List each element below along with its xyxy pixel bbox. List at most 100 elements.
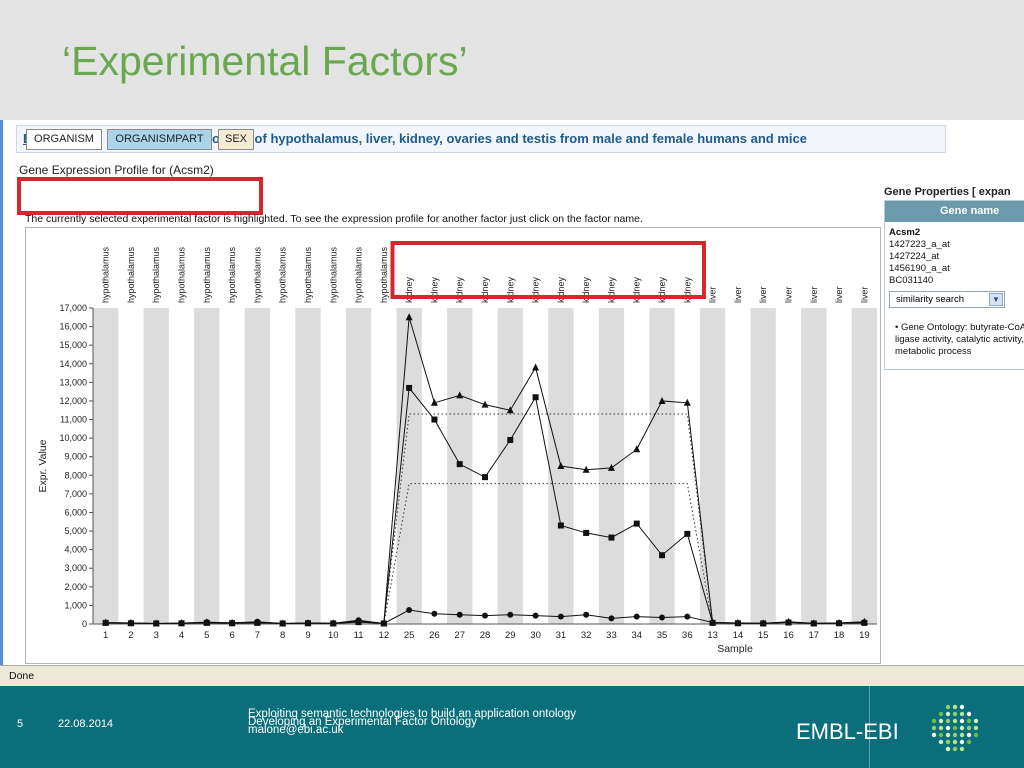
data-point [583,611,590,618]
sample-group-label: liver [809,286,819,303]
sample-band [522,308,549,624]
expression-chart-frame: 0 1,000 2,000 3,000 4,000 5,000 6,000 7,000 8,00… [25,227,881,664]
chevron-down-icon[interactable]: ▼ [989,293,1003,306]
data-point [608,534,615,541]
logo-dot [952,711,958,717]
data-point [583,529,590,536]
x-tick-label: 12 [379,630,390,641]
sample-band [371,308,397,624]
slide-title-band: ‘Experimental Factors’ [0,0,1024,120]
gene-properties-title: Gene Properties [ expan [884,186,1011,198]
gene-ontology-item: • Gene Ontology: butyrate-CoA ligase act… [895,322,1024,357]
y-tick-label: 11,000 [60,415,87,425]
sample-group-label: kidney [480,276,490,303]
sample-group-label: liver [783,286,793,303]
logo-dot [966,711,972,717]
data-point [380,620,387,627]
probe-id: 1427223_a_at [889,239,950,250]
sample-band [725,308,751,624]
factor-button-sex[interactable]: SEX [218,129,254,150]
factor-button-organismpart[interactable]: ORGANISMPART [107,129,212,150]
x-tick-label: 35 [657,630,668,641]
logo-dot [938,725,944,731]
sample-group-label: liver [733,286,743,303]
data-point [532,612,539,619]
data-point [659,614,666,621]
similarity-search-select[interactable]: similarity search ▼ [889,291,1005,308]
sample-group-label: hypothalamus [379,246,389,303]
data-point [659,552,666,559]
logo-dot [931,718,937,724]
sample-group-label: hypothalamus [202,246,212,303]
data-point [582,465,590,473]
y-tick-label: 9,000 [64,452,87,462]
footer-date: 22.08.2014 [58,718,114,730]
factor-button-organism[interactable]: ORGANISM [26,129,102,150]
x-axis-label: Sample [717,643,753,655]
y-axis-label: Expr. Value [37,439,49,492]
data-point [178,620,185,627]
data-point [684,530,691,537]
data-point [153,620,160,627]
logo-dot [945,718,951,724]
sample-band [775,308,802,624]
data-point [431,610,438,617]
y-tick-label: 0 [82,619,87,629]
logo-dot [959,704,965,710]
logo-dot [952,746,958,752]
sample-band [472,308,498,624]
y-tick-label: 1,000 [64,600,87,610]
logo-dot [952,739,958,745]
sample-group-label: hypothalamus [252,246,262,303]
probe-id: BC031140 [889,275,934,286]
footer-text-line2: Developing an Experimental Factor Ontolo… [248,716,477,728]
logo-dot [966,739,972,745]
data-point [456,391,464,399]
logo-dot [945,746,951,752]
data-point [607,463,615,471]
logo-dot [952,704,958,710]
x-tick-label: 26 [429,630,440,641]
sample-group-label: liver [834,286,844,303]
x-tick-label: 19 [859,630,870,641]
data-point [304,619,311,626]
logo-dot [945,704,951,710]
experiment-description: Transcription profiling of hypothalamus,… [113,131,807,146]
sample-group-label: kidney [531,276,541,303]
data-point [482,474,488,481]
sample-group-label: hypothalamus [328,246,338,303]
probe-id: 1427224_at [889,251,940,262]
footer-text-line1: Exploiting semantic technologies to buil… [248,708,576,720]
sample-band [168,308,195,624]
sample-group-label: hypothalamus [151,246,161,303]
data-point [431,416,438,423]
status-bar: Done [0,665,1024,686]
x-tick-label: 14 [733,630,744,641]
browser-content: E-MEXP-114 Transcription profiling of hy… [0,120,1024,686]
data-point [861,619,868,626]
logo-dot [973,725,979,731]
y-tick-label: 8,000 [64,470,87,480]
data-point [633,613,640,620]
x-tick-label: 29 [505,630,516,641]
x-tick-label: 11 [354,630,364,641]
sample-group-label: hypothalamus [126,246,136,303]
data-point [557,522,564,529]
data-point [229,619,236,626]
footer-divider [869,686,870,768]
group-mean-line [383,483,714,625]
logo-dot [945,711,951,717]
sample-group-label: kidney [632,276,642,303]
sample-group-label: liver [708,286,718,303]
x-tick-label: 25 [404,630,415,641]
x-tick-label: 9 [305,630,310,641]
data-point [785,619,792,626]
profile-title: Gene Expression Profile for (Acsm2) [19,163,214,177]
logo-dot [966,732,972,738]
sample-group-label: hypothalamus [303,246,313,303]
footer-text-line3: malone@ebi.ac.uk [248,724,344,736]
sample-group-label: liver [859,286,869,303]
data-point [633,445,641,453]
x-tick-label: 27 [454,630,465,641]
logo-dot [938,732,944,738]
